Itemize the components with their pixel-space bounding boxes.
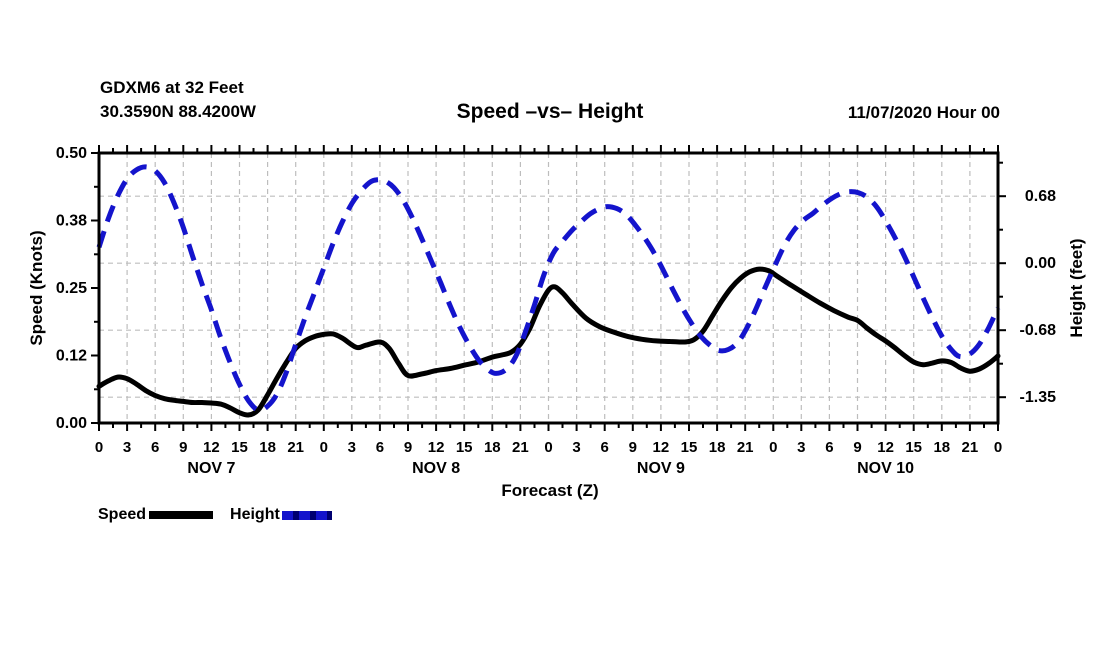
x-tick-label: 18: [933, 439, 950, 456]
y-right-tick-label: 0.00: [1025, 255, 1056, 272]
series-line-speed: [96, 266, 1001, 418]
x-tick-label: 6: [825, 439, 833, 456]
x-tick-label: 6: [151, 439, 159, 456]
x-tick-label: 18: [259, 439, 276, 456]
y-left-tick-label: 0.12: [56, 348, 87, 365]
x-tick-label: 0: [544, 439, 552, 456]
forecast-datetime: 11/07/2020 Hour 00: [847, 103, 1000, 122]
station-coordinates: 30.3590N 88.4200W: [100, 102, 256, 121]
y-right-tick-label: -1.35: [1020, 389, 1057, 406]
x-tick-label: 3: [123, 439, 131, 456]
x-tick-label: 9: [853, 439, 861, 456]
x-tick-label: 12: [203, 439, 220, 456]
chart-title: Speed –vs– Height: [456, 100, 644, 123]
x-tick-label: 15: [681, 439, 698, 456]
x-tick-label: 9: [629, 439, 637, 456]
y-left-tick-label: 0.00: [56, 415, 87, 432]
legend-speed-label: Speed: [98, 506, 147, 523]
x-tick-label: 9: [404, 439, 412, 456]
x-tick-label: 15: [456, 439, 473, 456]
x-tick-label: 0: [95, 439, 103, 456]
x-tick-label: 15: [231, 439, 248, 456]
x-tick-label: 12: [877, 439, 894, 456]
x-day-label: NOV 7: [187, 460, 235, 477]
x-day-label: NOV 10: [857, 460, 914, 477]
x-tick-label: 18: [484, 439, 501, 456]
x-tick-label: 18: [709, 439, 726, 456]
x-tick-label: 6: [601, 439, 609, 456]
y-left-tick-label: 0.25: [56, 280, 87, 297]
x-tick-label: 21: [962, 439, 979, 456]
x-day-label: NOV 8: [412, 460, 460, 477]
x-tick-label: 21: [737, 439, 754, 456]
x-tick-label: 3: [572, 439, 580, 456]
x-tick-label: 0: [320, 439, 328, 456]
x-tick-label: 21: [287, 439, 304, 456]
legend: Speed Height: [98, 506, 332, 524]
x-tick-label: 3: [348, 439, 356, 456]
x-tick-label: 0: [769, 439, 777, 456]
x-tick-label: 9: [179, 439, 187, 456]
x-tick-label: 21: [512, 439, 529, 456]
legend-height-label: Height: [230, 506, 280, 523]
x-axis-label: Forecast (Z): [501, 481, 599, 500]
x-tick-label: 3: [797, 439, 805, 456]
series-line-height: [96, 164, 1001, 413]
x-tick-label: 12: [428, 439, 445, 456]
x-tick-label: 0: [994, 439, 1002, 456]
y-left-tick-label: 0.50: [56, 145, 87, 162]
x-tick-label: 15: [905, 439, 922, 456]
x-tick-label: 6: [376, 439, 384, 456]
station-name: GDXM6 at 32 Feet: [100, 78, 244, 97]
legend-height-line-swatch: [281, 510, 332, 520]
y-right-tick-label: 0.68: [1025, 188, 1056, 205]
x-day-label: NOV 9: [637, 460, 685, 477]
y-left-tick-label: 0.38: [56, 213, 87, 230]
station-info: GDXM6 at 32 Feet 30.3590N 88.4200W: [100, 76, 256, 124]
y-right-tick-label: -0.68: [1020, 322, 1057, 339]
legend-speed-line-swatch: [149, 511, 214, 519]
x-tick-label: 12: [653, 439, 670, 456]
